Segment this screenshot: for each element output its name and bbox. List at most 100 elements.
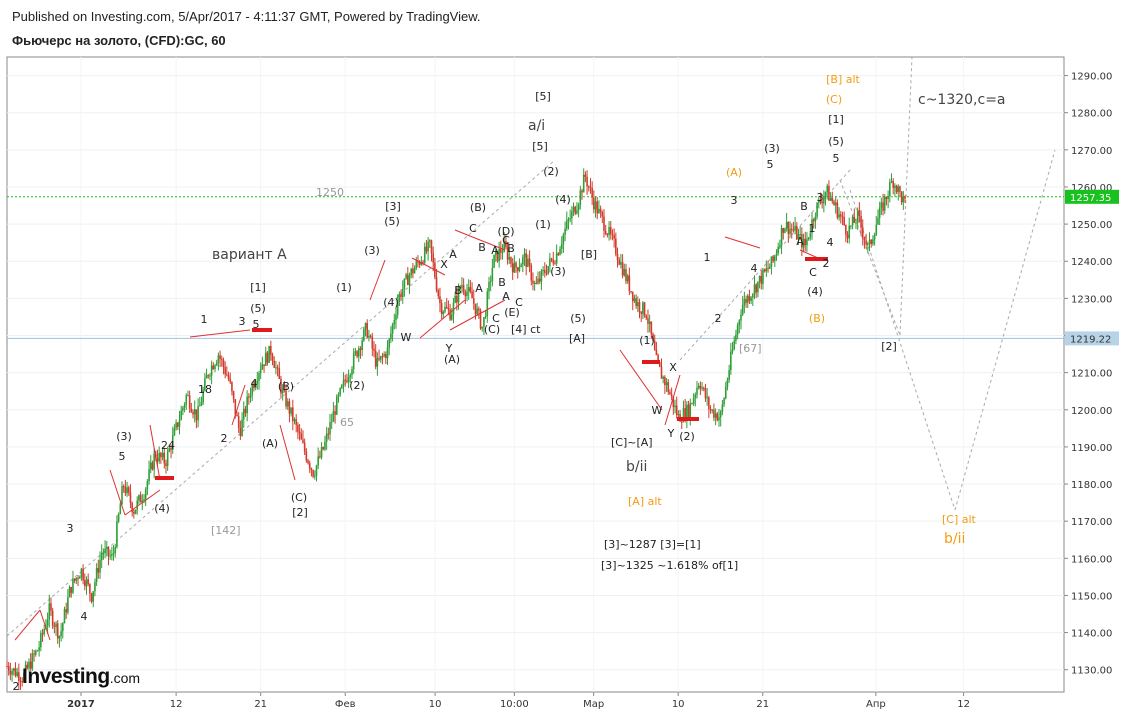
wave-label: 3 <box>239 315 246 328</box>
wave-label: B <box>454 284 462 297</box>
candle-body <box>652 334 654 341</box>
wave-line <box>454 229 506 251</box>
price-tick-label: 1230.00 <box>1071 294 1112 305</box>
wave-label: (A) <box>444 353 460 366</box>
candle-body <box>538 278 541 282</box>
candle-body <box>401 289 404 298</box>
candle-body <box>708 397 710 409</box>
candle-body <box>608 227 610 235</box>
candle-body <box>894 185 896 188</box>
candle-body <box>369 335 372 337</box>
candle-body <box>324 441 326 450</box>
candle-body <box>121 486 123 505</box>
candle-body <box>170 448 172 450</box>
candle-body <box>713 409 715 418</box>
candle-body <box>134 509 137 514</box>
candle-body <box>180 410 182 420</box>
candle-body <box>904 196 906 199</box>
candle-body <box>427 241 429 252</box>
candle-body <box>425 246 428 252</box>
candle-body <box>298 431 301 434</box>
candle-body <box>743 299 746 306</box>
candle-body <box>515 262 517 268</box>
candle-body <box>38 647 40 651</box>
candle-body <box>136 500 139 510</box>
candle-body <box>527 258 529 267</box>
candle-body <box>711 409 714 411</box>
candle-body <box>702 387 705 389</box>
candle-body <box>816 202 818 217</box>
candle-body <box>510 257 512 264</box>
candle-body <box>231 382 233 392</box>
candle-body <box>472 298 475 304</box>
candle-body <box>775 253 778 257</box>
candle-body <box>640 311 642 314</box>
candle-body <box>831 197 834 202</box>
candle-body <box>437 290 440 297</box>
candle-body <box>149 462 152 470</box>
candle-body <box>70 586 73 593</box>
candle-body <box>467 287 470 292</box>
candle-body <box>72 578 74 593</box>
candle-body <box>892 181 894 188</box>
candle-body <box>706 397 708 399</box>
candle-body <box>814 216 817 222</box>
time-tick-label: 10:00 <box>500 699 529 710</box>
candle-body <box>664 376 666 386</box>
candle-body <box>285 390 287 407</box>
candle-body <box>845 225 847 235</box>
wave-label: 3 <box>731 194 738 207</box>
candle-body <box>785 221 788 229</box>
candle-body <box>457 287 460 303</box>
candle-body <box>407 274 409 286</box>
candle-body <box>801 234 803 248</box>
candle-body <box>677 414 680 416</box>
candle-body <box>288 401 291 414</box>
candle-body <box>802 238 805 248</box>
candle-body <box>192 412 194 415</box>
candle-body <box>469 287 472 292</box>
candle-body <box>880 202 883 208</box>
candle-body <box>625 269 627 282</box>
candle-body <box>386 347 389 359</box>
candle-body <box>146 481 149 490</box>
wave-label: 2 <box>221 432 228 445</box>
candle-body <box>412 268 414 274</box>
candle-body <box>109 555 111 557</box>
symbol-title: Фьючерс на золото, (CFD):GC, 60 <box>12 33 226 48</box>
candle-body <box>555 253 558 264</box>
candle-body <box>344 379 347 381</box>
wave-label: [5] <box>535 90 551 103</box>
candle-body <box>156 458 159 462</box>
wave-line <box>231 384 246 426</box>
wave-label: B <box>478 241 486 254</box>
candle-body <box>23 672 25 682</box>
candle-body <box>90 593 93 602</box>
candle-body <box>197 406 199 421</box>
candle-body <box>48 603 51 620</box>
candle-body <box>478 308 480 311</box>
wave-label: (4) <box>154 502 170 515</box>
candle-body <box>489 280 492 282</box>
candle-body <box>496 251 499 262</box>
candle-body <box>18 672 20 682</box>
candle-body <box>177 422 179 427</box>
candle-body <box>660 366 663 379</box>
candle-body <box>662 376 664 379</box>
candle-body <box>887 196 889 200</box>
label-142: [142] <box>211 524 241 537</box>
wave-label: [2] <box>881 340 897 353</box>
candle-body <box>198 405 201 407</box>
wave-line <box>279 424 296 481</box>
candle-body <box>131 502 133 513</box>
candle-body <box>501 251 504 253</box>
candle-body <box>31 653 34 669</box>
candle-body <box>378 358 380 360</box>
wave-label: 2 <box>823 257 830 270</box>
candle-body <box>58 636 61 639</box>
candle-body <box>615 238 617 254</box>
candle-body <box>363 328 365 341</box>
candle-body <box>266 352 269 363</box>
wave-label: C <box>809 266 817 279</box>
